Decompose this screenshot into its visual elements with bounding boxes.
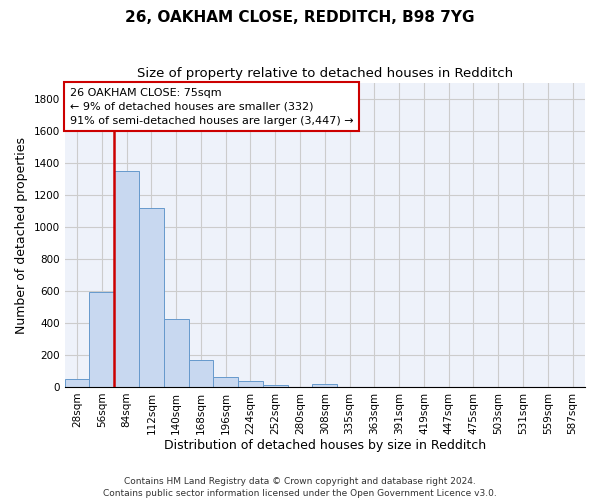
- Bar: [65, 379, 89, 387]
- Bar: [164, 319, 188, 387]
- Text: 26, OAKHAM CLOSE, REDDITCH, B98 7YG: 26, OAKHAM CLOSE, REDDITCH, B98 7YG: [125, 10, 475, 25]
- Bar: [114, 171, 139, 387]
- Bar: [263, 384, 287, 387]
- Bar: [139, 208, 164, 387]
- Title: Size of property relative to detached houses in Redditch: Size of property relative to detached ho…: [137, 68, 513, 80]
- Y-axis label: Number of detached properties: Number of detached properties: [15, 136, 28, 334]
- Text: Contains HM Land Registry data © Crown copyright and database right 2024.
Contai: Contains HM Land Registry data © Crown c…: [103, 476, 497, 498]
- Bar: [214, 378, 238, 387]
- Bar: [313, 384, 337, 387]
- Bar: [89, 292, 114, 387]
- X-axis label: Distribution of detached houses by size in Redditch: Distribution of detached houses by size …: [164, 440, 486, 452]
- Bar: [238, 381, 263, 387]
- Bar: [188, 360, 214, 387]
- Text: 26 OAKHAM CLOSE: 75sqm
← 9% of detached houses are smaller (332)
91% of semi-det: 26 OAKHAM CLOSE: 75sqm ← 9% of detached …: [70, 88, 353, 126]
